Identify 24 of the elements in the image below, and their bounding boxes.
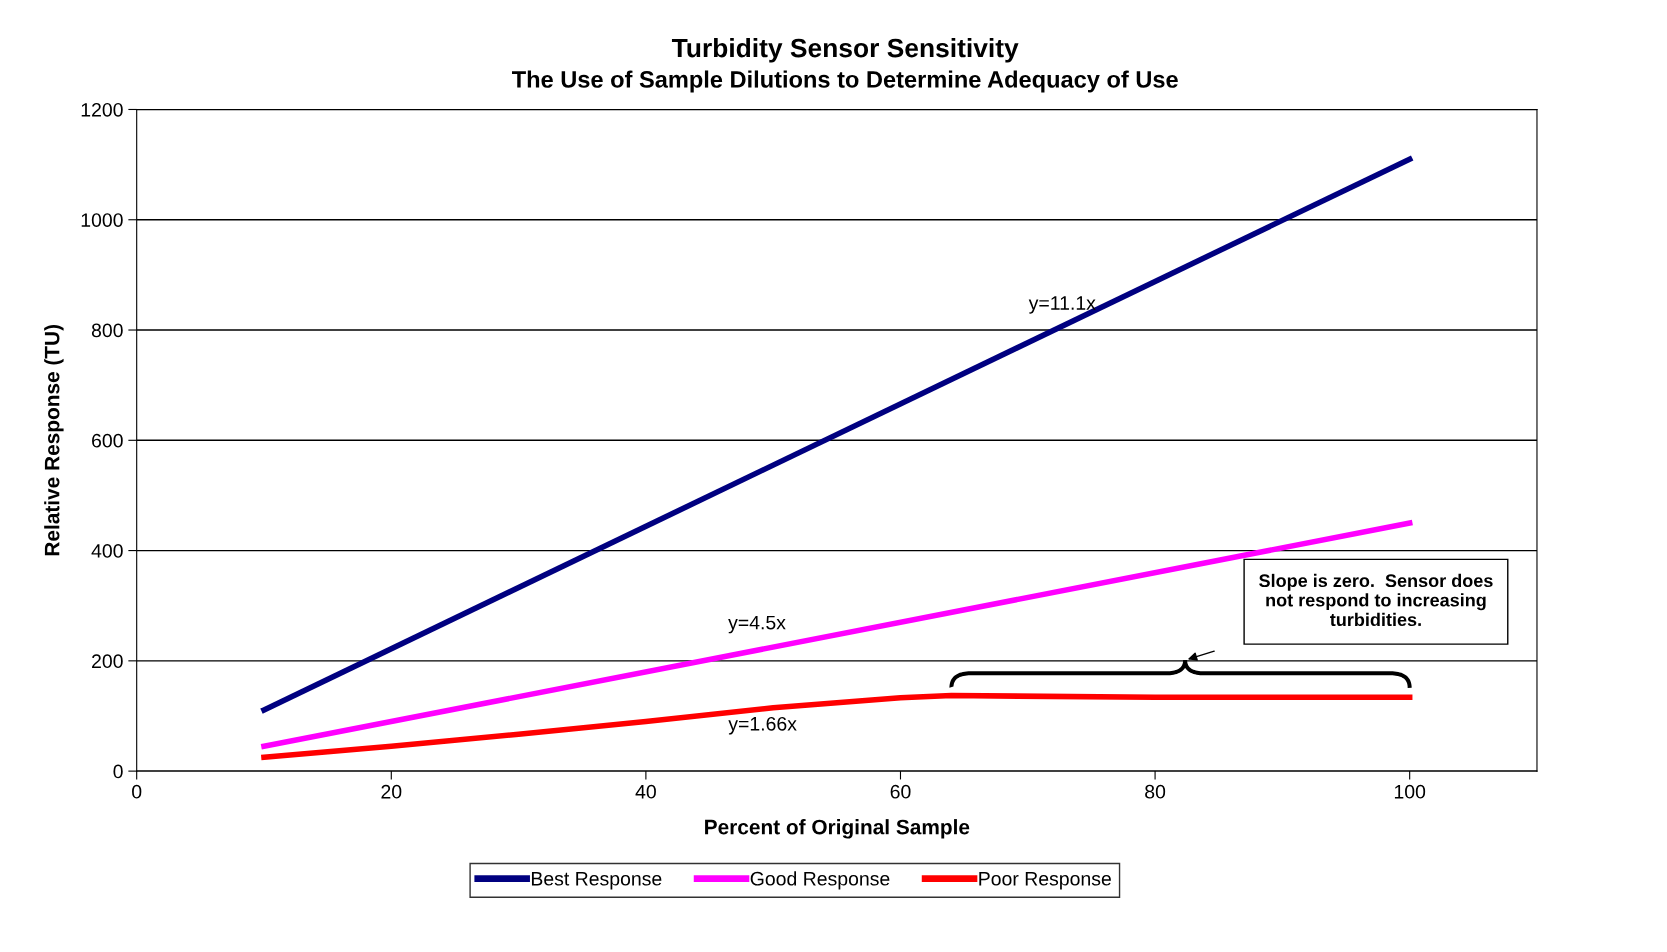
annotation: y=1.66x: [728, 716, 797, 735]
x-tick-label: 40: [635, 784, 656, 799]
x-axis-title: Percent of Original Sample: [705, 819, 970, 839]
y-tick-label: 1000: [81, 213, 123, 227]
y-axis-title: Relative Response (TU): [44, 324, 64, 556]
chart-subtitle: The Use of Sample Dilutions to Determine Adequacy of Use: [512, 70, 1178, 93]
x-tick-label: 80: [1145, 784, 1166, 799]
y-tick-label: 400: [91, 544, 123, 558]
annotation: y=4.5x: [728, 615, 786, 634]
x-tick-label: 100: [1394, 784, 1426, 799]
annotation: y=11.1x: [1028, 296, 1096, 314]
legend-label: Poor Response: [979, 872, 1111, 890]
x-tick-label: 20: [381, 784, 402, 799]
annotation: Slope is zero. Sensor does not respond to increasing turbidities.: [1259, 573, 1493, 627]
x-tick-label: 60: [890, 784, 911, 799]
y-tick-label: 200: [92, 654, 123, 669]
y-tick-label: 0: [113, 764, 123, 779]
legend-label: Best Response: [531, 872, 662, 890]
y-tick-label: 1200: [81, 102, 123, 117]
legend-label: Good Response: [750, 871, 890, 890]
x-tick-label: 0: [132, 784, 142, 799]
chart-title: Turbidity Sensor Sensitivity: [671, 38, 1019, 63]
y-tick-label: 800: [91, 323, 123, 338]
y-tick-label: 600: [92, 433, 123, 448]
